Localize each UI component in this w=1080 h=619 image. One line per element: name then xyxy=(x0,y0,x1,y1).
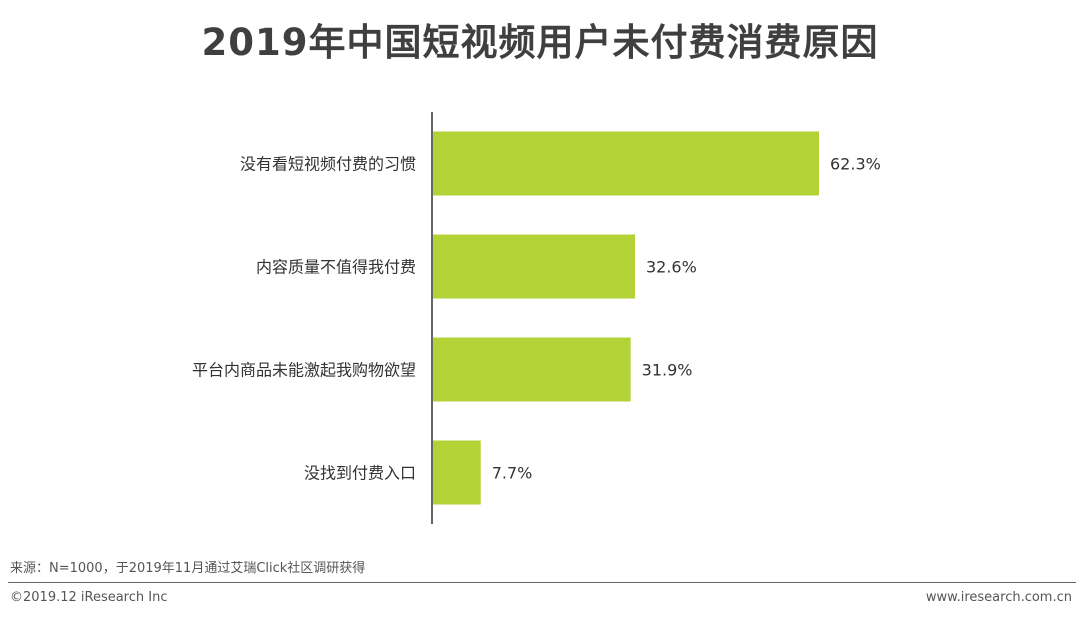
category-label-2: 内容质量不值得我付费 xyxy=(256,258,416,277)
category-label-4: 没找到付费入口 xyxy=(304,464,416,483)
copyright-text: ©2019.12 iResearch Inc xyxy=(10,590,168,605)
bars-layer: 没有看短视频付费的习惯 62.3% 内容质量不值得我付费 32.6% 平台内商品未能激起… xyxy=(192,131,881,505)
category-label-3: 平台内商品未能激起我购物欲望 xyxy=(192,361,416,380)
bar-1 xyxy=(433,131,819,196)
value-label-2: 32.6% xyxy=(646,258,697,277)
chart-title: 2019年中国短视频用户未付费消费原因 xyxy=(201,21,879,64)
value-label-1: 62.3% xyxy=(830,155,881,174)
website-link[interactable]: www.iresearch.com.cn xyxy=(925,590,1072,605)
bar-3 xyxy=(433,337,631,402)
bar-2 xyxy=(433,234,635,299)
value-label-4: 7.7% xyxy=(492,464,533,483)
category-label-1: 没有看短视频付费的习惯 xyxy=(240,155,416,174)
footer-divider xyxy=(8,582,1076,583)
source-note: 来源：N=1000，于2019年11月通过艾瑞Click社区调研获得 xyxy=(10,561,366,576)
bar-4 xyxy=(433,440,481,505)
value-label-3: 31.9% xyxy=(642,361,693,380)
